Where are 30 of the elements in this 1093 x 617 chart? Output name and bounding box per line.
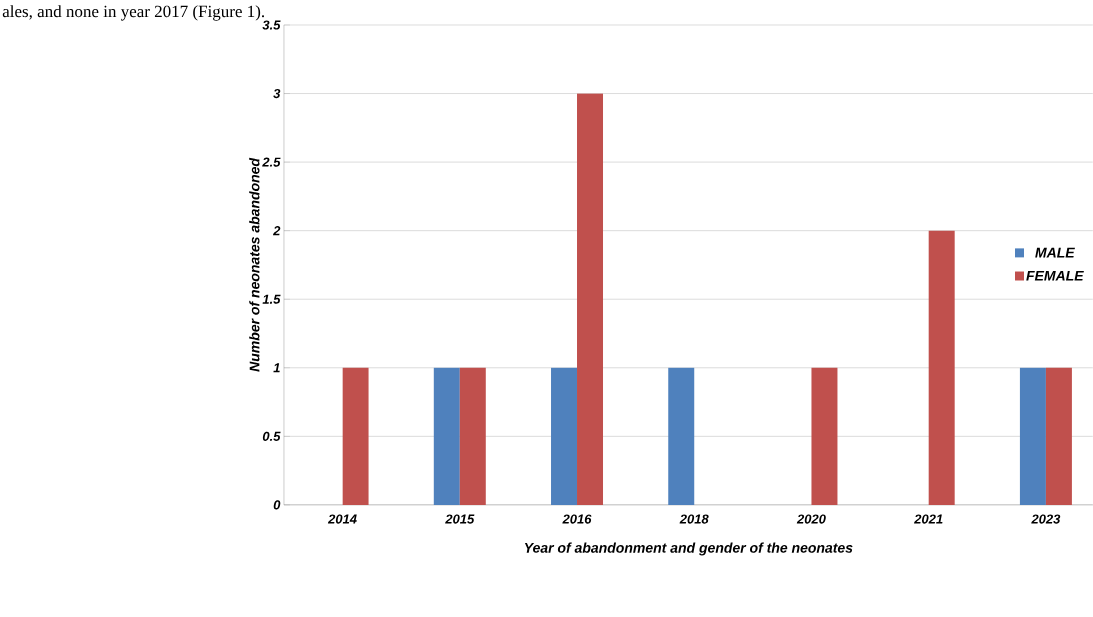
x-tick-label: 2016 — [562, 514, 592, 524]
x-axis-title: Year of abandonment and gender of the neonates — [524, 542, 853, 556]
x-tick-label: 2021 — [914, 514, 943, 524]
y-tick-label: 0.5 — [262, 431, 281, 441]
x-tick-label: 2020 — [796, 514, 826, 524]
bar — [1019, 367, 1046, 505]
legend-label: MALE — [1035, 247, 1075, 258]
bar — [459, 367, 486, 505]
x-tick-label: 2023 — [1031, 514, 1061, 524]
x-tick-label: 2015 — [445, 514, 475, 524]
y-tick-label: 3 — [273, 89, 281, 99]
y-tick-label: 2 — [272, 226, 281, 236]
y-tick-label: 1.5 — [262, 294, 281, 304]
bar — [668, 367, 695, 505]
x-tick-label: 2014 — [327, 514, 357, 524]
y-axis-title: Number of neonates abandoned — [249, 157, 260, 372]
bar — [433, 367, 460, 505]
bar — [811, 367, 838, 505]
bar — [551, 367, 578, 505]
y-tick-label: 3.5 — [262, 20, 281, 30]
y-tick-label: 1 — [273, 363, 280, 373]
y-tick-label: 0 — [273, 500, 281, 510]
bar — [577, 93, 604, 505]
bar — [1045, 367, 1072, 505]
y-tick-label: 2.5 — [262, 157, 281, 167]
x-tick-label: 2018 — [679, 514, 709, 524]
text: ales, and none in year 2017 (Figure 1). — [2, 5, 265, 21]
legend-label: FEMALE — [1026, 271, 1084, 281]
bar — [342, 367, 369, 505]
bar — [928, 230, 955, 505]
